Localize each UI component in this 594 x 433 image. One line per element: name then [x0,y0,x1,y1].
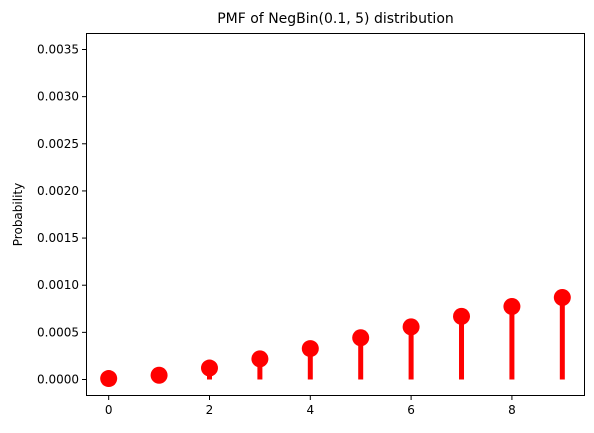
y-tick-label: 0.0025 [37,137,79,151]
x-axis-ticks: 0 2 4 6 8 [105,396,516,417]
pmf-point [402,318,420,336]
x-tick-label: 6 [407,403,415,417]
x-tick-label: 2 [206,403,214,417]
pmf-point [251,350,269,368]
plot-frame [86,33,585,396]
pmf-point [150,366,168,384]
pmf-point [503,297,521,315]
y-tick-label: 0.0035 [37,43,79,57]
stems-layer [106,297,565,380]
pmf-point [352,329,370,347]
pmf-point [200,359,218,377]
pmf-point [100,370,118,388]
y-tick-label: 0.0020 [37,184,79,198]
x-tick-label: 8 [508,403,516,417]
y-tick-label: 0.0030 [37,90,79,104]
markers-layer [100,288,571,388]
x-tick-label: 0 [105,403,113,417]
y-tick-label: 0.0000 [37,373,79,387]
y-tick-label: 0.0015 [37,231,79,245]
y-axis-ticks: 0.0000 0.0005 0.0010 0.0015 0.0020 0.0025 0.00… [37,43,86,387]
y-tick-label: 0.0005 [37,325,79,339]
y-tick-label: 0.0010 [37,278,79,292]
pmf-point [301,340,319,358]
pmf-point [453,307,471,325]
chart-title: PMF of NegBin(0.1, 5) distribution [217,11,454,27]
pmf-point [553,288,571,306]
y-axis-label: Probability [11,183,25,246]
x-tick-label: 4 [306,403,314,417]
